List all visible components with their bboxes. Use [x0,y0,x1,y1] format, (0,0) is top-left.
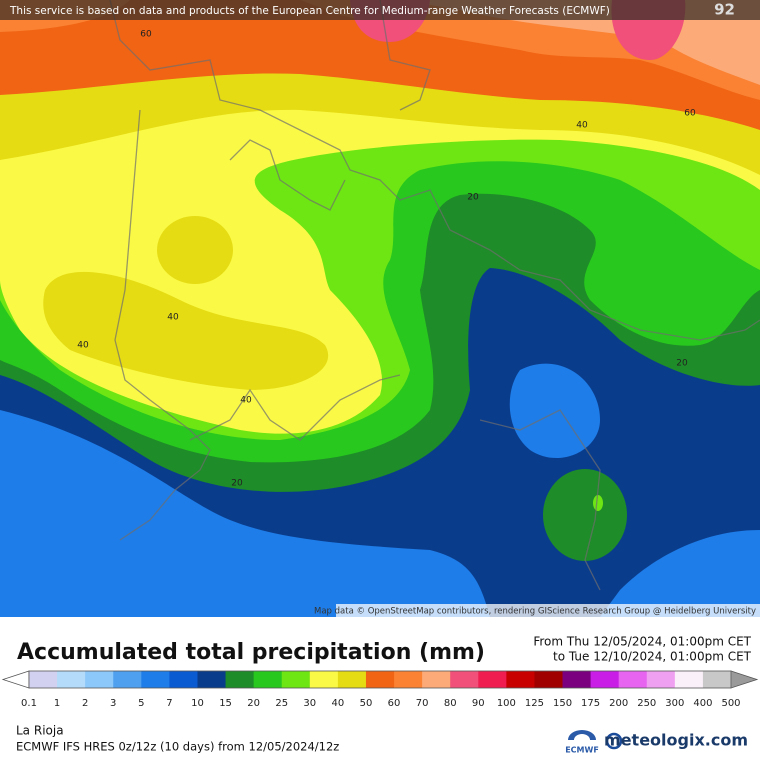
ecmwf-logo-mark [568,730,596,740]
legend-swatch [646,671,676,688]
green-spot [593,495,603,511]
green-patch [543,469,627,561]
border [379,0,431,111]
header-number: 92 [714,1,735,19]
blue-patch [509,363,600,459]
legend-swatch [450,671,479,688]
legend-level: 250 [637,698,656,709]
contour-label: 20 [231,479,243,489]
legend-swatch [618,671,648,688]
legend-arrow-right [730,670,759,689]
legend-swatch [29,671,58,688]
header-bar [0,0,760,20]
legend-level: 175 [581,698,600,709]
border [229,139,346,211]
model-run: ECMWF IFS HRES 0z/12z (10 days) from 12/… [16,740,339,754]
header-notice: This service is based on data and produc… [9,5,610,17]
legend-level: 1 [54,698,60,709]
legend-level: 80 [444,698,457,709]
border [479,409,601,591]
map: 60 60 40 20 40 40 40 20 20 This service … [0,0,760,617]
legend-level: 60 [388,698,401,709]
legend-level: 0.1 [21,698,37,709]
brand-logo [605,732,623,750]
footer: Accumulated total precipitation (mm) Fro… [1,635,759,755]
legend-level: 400 [693,698,712,709]
legend-level: 70 [416,698,429,709]
border [189,374,401,441]
legend-swatch [422,671,451,688]
legend-level: 7 [166,698,172,709]
legend-swatch [309,671,339,688]
contour-label: 40 [576,121,588,131]
legend-swatch [674,671,704,688]
contour-label: 40 [240,396,252,406]
legend-swatch [57,671,86,688]
legend-level: 125 [525,698,544,709]
legend-swatch [281,671,311,688]
attribution: Map data © OpenStreetMap contributors, r… [314,607,756,617]
legend-level: 150 [553,698,572,709]
contour-label: 20 [676,359,688,369]
legend-swatch [534,671,564,688]
legend-level: 90 [472,698,485,709]
legend-swatch [337,671,367,688]
legend-level: 20 [247,698,260,709]
border [114,109,211,541]
period-from: From Thu 12/05/2024, 01:00pm CET [533,635,751,649]
legend-level: 300 [665,698,684,709]
legend-level: 100 [497,698,516,709]
legend-swatch [365,671,395,688]
legend-swatch [590,671,620,688]
brand: meteologix.com [604,731,748,750]
legend-level: 15 [219,698,232,709]
legend-swatch [141,671,170,688]
legend-swatch [113,671,142,688]
legend-swatch [253,671,283,688]
legend-level: 30 [303,698,316,709]
legend-swatch [394,671,423,688]
ecmwf-logo: ECMWF [565,746,599,755]
legend-swatch [225,671,255,688]
contour-label: 60 [140,30,152,40]
borders [109,0,760,591]
legend-level: 500 [721,698,740,709]
legend-level: 2 [82,698,88,709]
attribution-box [336,604,760,617]
contour-label: 20 [467,193,479,203]
legend-swatch [197,671,227,688]
region: La Rioja [16,724,64,738]
olive-patch [157,216,233,284]
legend-swatch [506,671,535,688]
legend-swatch [478,671,507,688]
legend-level: 200 [609,698,628,709]
legend-level: 3 [110,698,116,709]
legend-level: 25 [275,698,288,709]
legend-arrow-left [1,670,30,689]
border [109,0,760,341]
contour-label: 60 [684,109,696,119]
legend-level: 10 [191,698,204,709]
legend: 0.1 1 2 3 5 7 10 15 20 25 30 40 50 60 70 80 90 100 125 150 1… [1,670,759,709]
olive-patch [43,271,329,390]
legend-swatch [702,671,732,688]
legend-swatch [562,671,592,688]
legend-level: 5 [138,698,144,709]
legend-frame [28,670,732,689]
title: Accumulated total precipitation (mm) [17,640,485,665]
legend-level: 40 [332,698,345,709]
legend-level: 50 [360,698,373,709]
legend-swatch [85,671,114,688]
legend-swatch [169,671,198,688]
contour-label: 40 [167,313,179,323]
period-to: to Tue 12/10/2024, 01:00pm CET [553,650,752,664]
contour-label: 40 [77,341,89,351]
